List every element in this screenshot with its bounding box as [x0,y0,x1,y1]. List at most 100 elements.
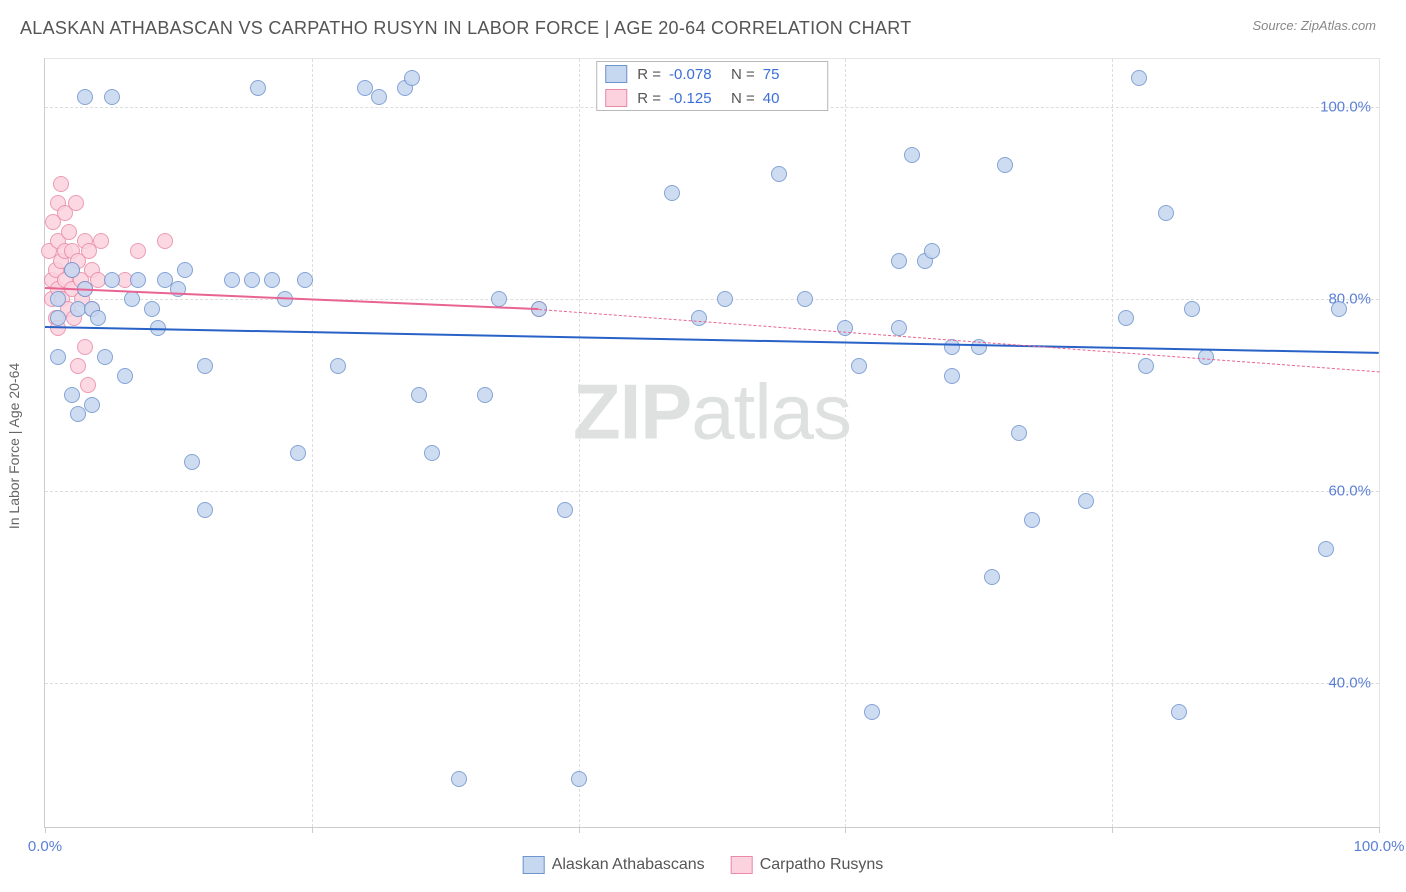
xtick-mark [312,827,313,833]
scatter-point-blue [1078,493,1094,509]
xtick-mark [1379,827,1380,833]
xtick-label: 0.0% [28,838,62,855]
watermark: ZIPatlas [573,367,851,458]
scatter-point-pink [130,243,146,259]
scatter-point-blue [64,387,80,403]
scatter-point-blue [197,358,213,374]
scatter-point-blue [244,272,260,288]
ytick-label: 40.0% [1328,675,1371,692]
correlation-legend: R = -0.078 N = 75 R = -0.125 N = 40 [596,61,828,111]
trendline-blue [45,326,1379,354]
scatter-point-blue [1171,704,1187,720]
ytick-label: 100.0% [1320,99,1371,116]
scatter-point-pink [61,224,77,240]
legend-item-blue: Alaskan Athabascans [523,856,705,874]
source-label: Source: ZipAtlas.com [1252,18,1376,33]
scatter-point-blue [424,445,440,461]
series-legend: Alaskan Athabascans Carpatho Rusyns [523,856,884,874]
scatter-point-blue [290,445,306,461]
watermark-bold: ZIP [573,368,691,456]
scatter-point-blue [50,349,66,365]
scatter-point-blue [77,89,93,105]
scatter-point-blue [691,310,707,326]
gridline-horizontal [45,491,1379,492]
gridline-horizontal [45,683,1379,684]
scatter-point-blue [797,291,813,307]
scatter-point-blue [297,272,313,288]
trendline-pink-dashed [539,309,1379,372]
n-value-blue: 75 [763,66,815,83]
scatter-point-blue [197,502,213,518]
r-value-blue: -0.078 [669,66,721,83]
scatter-point-blue [124,291,140,307]
scatter-point-blue [1198,349,1214,365]
scatter-point-blue [1138,358,1154,374]
scatter-point-blue [104,272,120,288]
scatter-point-blue [404,70,420,86]
scatter-point-blue [1184,301,1200,317]
scatter-point-blue [144,301,160,317]
scatter-point-blue [451,771,467,787]
scatter-point-blue [1131,70,1147,86]
scatter-point-blue [177,262,193,278]
scatter-point-blue [250,80,266,96]
scatter-point-blue [997,157,1013,173]
scatter-point-blue [1158,205,1174,221]
scatter-point-blue [891,253,907,269]
scatter-point-blue [477,387,493,403]
swatch-blue [523,856,545,874]
scatter-point-blue [944,339,960,355]
swatch-pink [731,856,753,874]
legend-label-pink: Carpatho Rusyns [760,856,884,874]
scatter-point-blue [224,272,240,288]
scatter-point-blue [944,368,960,384]
scatter-point-blue [771,166,787,182]
scatter-point-blue [717,291,733,307]
ytick-label: 60.0% [1328,483,1371,500]
y-axis-label: In Labor Force | Age 20-64 [6,363,22,529]
scatter-point-pink [68,195,84,211]
xtick-label: 100.0% [1354,838,1405,855]
scatter-point-blue [130,272,146,288]
scatter-point-blue [1024,512,1040,528]
xtick-mark [45,827,46,833]
scatter-point-blue [50,291,66,307]
scatter-point-blue [371,89,387,105]
chart-title: ALASKAN ATHABASCAN VS CARPATHO RUSYN IN … [20,18,912,39]
legend-label-blue: Alaskan Athabascans [552,856,705,874]
scatter-point-blue [491,291,507,307]
scatter-point-blue [264,272,280,288]
scatter-point-blue [924,243,940,259]
legend-row-blue: R = -0.078 N = 75 [597,62,827,86]
r-label: R = [637,66,661,83]
swatch-blue [605,65,627,83]
scatter-point-blue [411,387,427,403]
scatter-point-blue [50,310,66,326]
scatter-point-blue [571,771,587,787]
swatch-pink [605,89,627,107]
scatter-point-pink [93,233,109,249]
scatter-point-blue [984,569,1000,585]
n-value-pink: 40 [763,90,815,107]
scatter-point-blue [851,358,867,374]
gridline-vertical [845,59,846,827]
n-label: N = [731,90,755,107]
scatter-point-blue [84,397,100,413]
scatter-point-blue [104,89,120,105]
scatter-point-blue [1011,425,1027,441]
scatter-point-pink [157,233,173,249]
scatter-point-blue [330,358,346,374]
scatter-point-blue [1318,541,1334,557]
legend-row-pink: R = -0.125 N = 40 [597,86,827,110]
n-label: N = [731,66,755,83]
scatter-point-blue [64,262,80,278]
r-value-pink: -0.125 [669,90,721,107]
scatter-point-blue [891,320,907,336]
xtick-mark [845,827,846,833]
xtick-mark [1112,827,1113,833]
scatter-point-blue [184,454,200,470]
scatter-point-blue [904,147,920,163]
scatter-point-blue [97,349,113,365]
scatter-point-blue [1331,301,1347,317]
scatter-point-pink [70,358,86,374]
